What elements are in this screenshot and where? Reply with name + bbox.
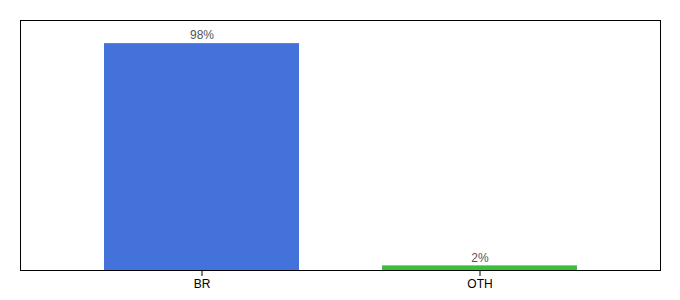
svg-text:OTH: OTH — [467, 277, 492, 291]
svg-text:BR: BR — [194, 277, 211, 291]
svg-text:98%: 98% — [190, 28, 214, 42]
svg-text:2%: 2% — [471, 251, 489, 265]
